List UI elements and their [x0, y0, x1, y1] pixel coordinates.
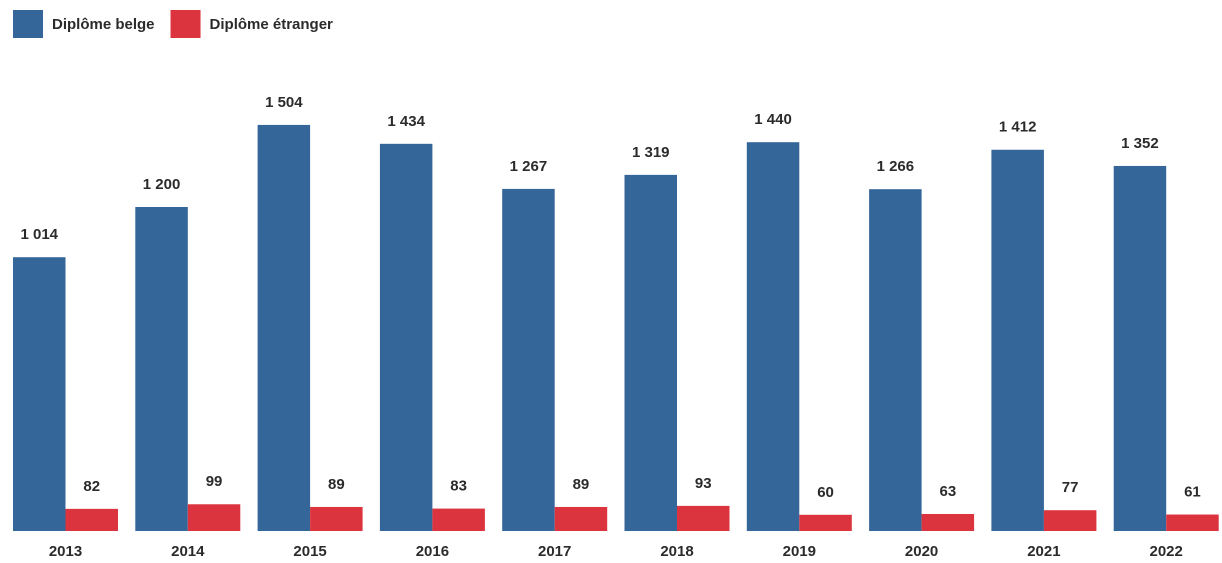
data-label: 1 319 [632, 144, 670, 161]
data-label: 1 412 [999, 119, 1037, 136]
x-tick-label: 2020 [905, 543, 938, 560]
bar [135, 207, 188, 531]
x-tick-label: 2019 [783, 543, 816, 560]
legend-swatch [170, 10, 201, 38]
data-label: 89 [573, 476, 590, 493]
bar [1113, 165, 1167, 531]
x-tick-label: 2014 [171, 543, 205, 560]
x-tick-label: 2021 [1027, 543, 1060, 560]
x-tick-label: 2016 [416, 543, 449, 560]
data-label: 1 200 [143, 176, 181, 193]
data-label: 77 [1062, 479, 1079, 496]
bar [799, 514, 852, 531]
bar [257, 124, 311, 532]
data-label: 1 440 [754, 111, 792, 128]
x-tick-label: 2018 [660, 543, 693, 560]
x-tick-label: 2013 [49, 543, 82, 560]
legend-label: Diplôme étranger [210, 16, 334, 33]
bar [13, 257, 66, 531]
x-tick-label: 2017 [538, 543, 571, 560]
x-tick-label: 2022 [1150, 543, 1183, 560]
data-label: 1 267 [510, 158, 548, 175]
bar [677, 505, 730, 531]
bar [869, 189, 922, 531]
data-label: 93 [695, 475, 712, 492]
bar [1166, 514, 1219, 531]
data-label: 63 [940, 483, 957, 500]
data-label: 82 [83, 478, 100, 495]
data-label: 1 352 [1121, 135, 1159, 152]
data-label: 60 [817, 484, 834, 501]
legend-label: Diplôme belge [52, 16, 155, 33]
legend-swatch [13, 10, 43, 38]
bar [1043, 510, 1097, 531]
bar [746, 142, 800, 531]
x-tick-label: 2015 [293, 543, 326, 560]
data-label: 99 [206, 473, 223, 490]
data-label: 1 434 [387, 113, 425, 130]
data-label: 1 266 [877, 158, 915, 175]
bar [624, 174, 677, 531]
data-label: 1 014 [20, 226, 58, 243]
data-label: 61 [1184, 483, 1201, 500]
bar [991, 149, 1044, 531]
bar [502, 188, 555, 531]
bar [554, 506, 608, 531]
bar [187, 504, 241, 531]
data-label: 1 504 [265, 94, 303, 111]
bar [379, 143, 433, 531]
data-label: 83 [450, 478, 467, 495]
bar [65, 508, 118, 531]
bar [310, 506, 363, 531]
data-label: 89 [328, 476, 345, 493]
bar [432, 508, 485, 531]
bar [921, 513, 975, 531]
